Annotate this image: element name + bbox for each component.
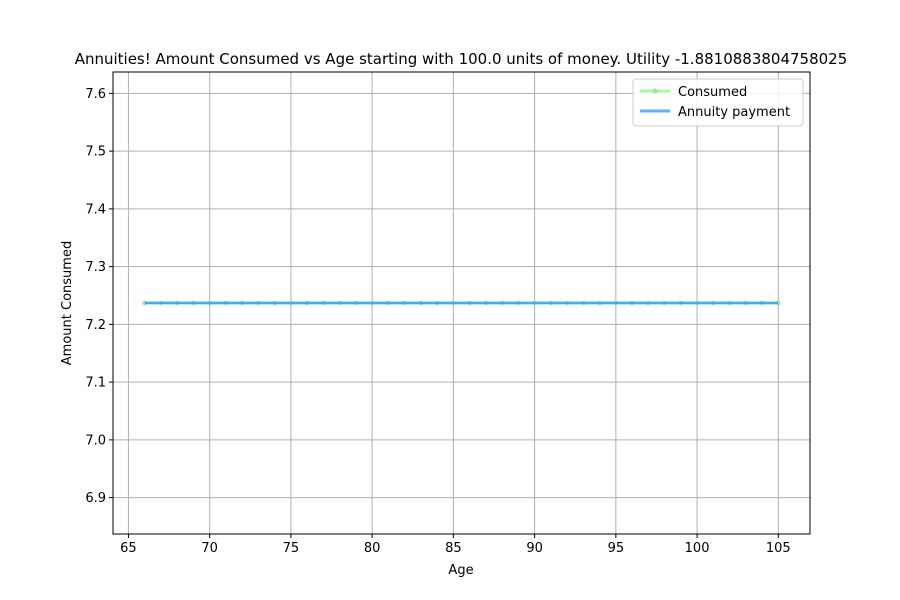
y-tick-label: 7.2: [85, 318, 106, 333]
y-tick-label: 7.1: [85, 376, 106, 391]
legend: Consumed Annuity payment: [632, 78, 804, 127]
x-tick-label: 105: [766, 541, 791, 556]
x-axis-label: Age: [448, 563, 473, 578]
y-tick-label: 7.3: [85, 260, 106, 275]
legend-label-consumed: Consumed: [678, 85, 747, 100]
x-tick-label: 85: [445, 541, 462, 556]
x-tick-label: 100: [685, 541, 710, 556]
legend-marker-consumed: [652, 88, 658, 94]
y-tick-label: 7.6: [85, 87, 106, 102]
x-ticks: 65 70 75 80 85 90 95 100 105: [120, 534, 791, 556]
x-tick-label: 75: [283, 541, 300, 556]
legend-box: [632, 78, 804, 127]
x-tick-label: 80: [364, 541, 381, 556]
y-tick-label: 7.5: [85, 145, 106, 160]
x-tick-label: 65: [120, 541, 137, 556]
y-tick-label: 7.0: [85, 433, 106, 448]
x-tick-label: 95: [608, 541, 625, 556]
x-tick-label: 90: [526, 541, 543, 556]
y-axis-label: Amount Consumed: [60, 241, 75, 365]
y-tick-label: 7.4: [85, 202, 106, 217]
chart-title: Annuities! Amount Consumed vs Age starti…: [75, 50, 848, 68]
plot-frame: [112, 71, 811, 535]
plot-series: [142, 300, 781, 306]
legend-label-annuity-payment: Annuity payment: [678, 105, 790, 120]
x-tick-label: 70: [201, 541, 218, 556]
y-ticks: 6.9 7.0 7.1 7.2 7.3 7.4 7.5 7.6: [85, 87, 113, 506]
y-tick-label: 6.9: [85, 491, 106, 506]
